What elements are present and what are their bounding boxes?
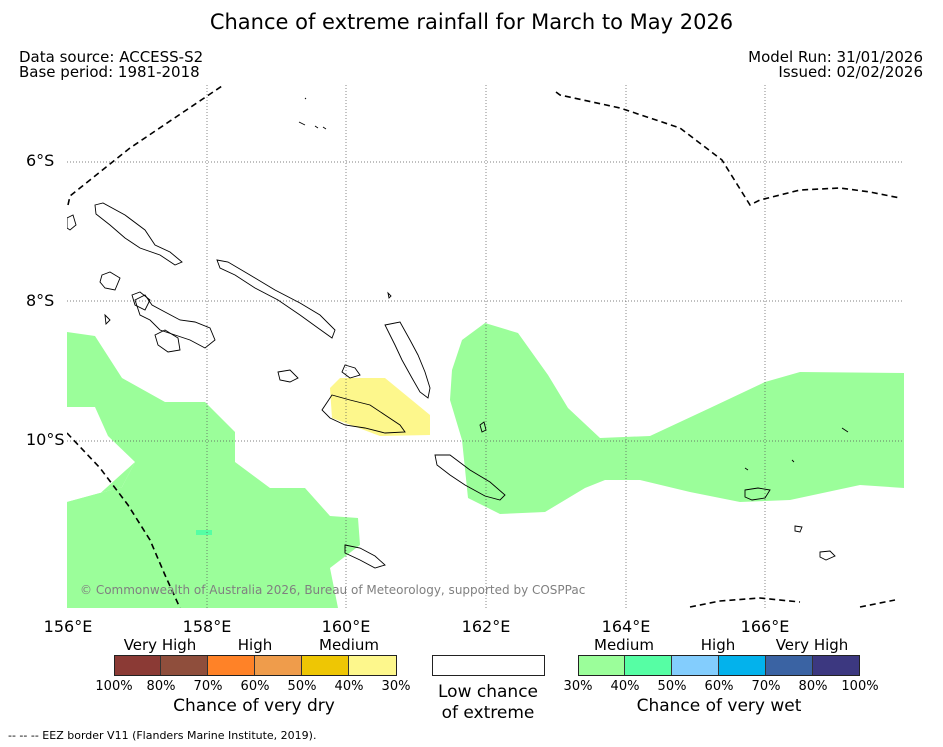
dry-tick: 100% <box>95 679 133 694</box>
islands <box>67 97 849 569</box>
dry-category-high: High <box>237 636 273 654</box>
wet-swatch-0 <box>578 655 625 676</box>
dry-colorbar-frame <box>114 655 397 676</box>
dry-region-medium <box>330 378 430 436</box>
map-title: Chance of extreme rainfall for March to … <box>209 10 734 34</box>
wet-tick: 80% <box>798 679 828 694</box>
dry-swatch-1 <box>161 655 208 676</box>
dry-swatch-5 <box>349 655 396 676</box>
island-tikopia <box>819 550 836 561</box>
dry-tick: 50% <box>287 679 317 694</box>
dry-tick: 70% <box>193 679 223 694</box>
dry-swatch-2 <box>208 655 255 676</box>
copyright-notice: © Commonwealth of Australia 2026, Bureau… <box>80 583 586 597</box>
wet-tick: 50% <box>657 679 687 694</box>
low-chance-caption-line1: Low chance <box>438 682 538 702</box>
lon-label-162e: 162°E <box>461 617 511 636</box>
dry-category-medium: Medium <box>319 636 379 654</box>
small-wet-patch <box>196 530 212 535</box>
island-malaita <box>384 321 431 399</box>
wet-swatch-3 <box>719 655 766 676</box>
dry-swatch-0 <box>114 655 161 676</box>
wet-category-medium: Medium <box>594 636 654 654</box>
eez-borders <box>67 85 901 608</box>
wet-legend-caption: Chance of very wet <box>636 696 802 716</box>
wet-swatch-2 <box>672 655 719 676</box>
island-rennell <box>344 544 386 569</box>
lat-label-10s: 10°S <box>26 430 65 449</box>
lon-label-166e: 166°E <box>740 617 790 636</box>
low-chance-caption-line2: of extreme <box>441 703 535 723</box>
island-small-west <box>99 271 121 325</box>
data-source-label: Data source: ACCESS-S2 <box>19 48 204 66</box>
wet-region-east <box>450 323 904 514</box>
island-ontong <box>298 97 327 130</box>
wet-tick: 70% <box>751 679 781 694</box>
island-new-georgia <box>134 294 216 349</box>
dry-tick: 80% <box>146 679 176 694</box>
dry-swatch-4 <box>302 655 349 676</box>
island-rendova <box>154 329 181 353</box>
island-bougainville <box>94 202 183 266</box>
wet-swatch-1 <box>625 655 672 676</box>
wet-category-very-high: Very High <box>775 636 849 654</box>
island-guadalcanal <box>321 394 406 434</box>
wet-tick: 100% <box>841 679 879 694</box>
wet-swatch-5 <box>813 655 860 676</box>
island-vanikoro <box>794 525 803 533</box>
island-vella <box>131 291 151 311</box>
island-small-east <box>479 421 849 471</box>
wet-tick: 30% <box>563 679 593 694</box>
island-choiseul <box>216 259 336 339</box>
island-makira <box>434 454 506 501</box>
lat-label-6s: 6°S <box>26 151 55 170</box>
base-period-label: Base period: 1981-2018 <box>19 63 200 81</box>
island-florida <box>341 364 361 379</box>
island-russell <box>277 369 299 383</box>
dry-tick: 40% <box>334 679 364 694</box>
dry-legend-caption: Chance of very dry <box>173 696 335 716</box>
dry-category-very-high: Very High <box>123 636 197 654</box>
wet-region-southwest <box>67 332 360 608</box>
wet-colorbar-frame <box>578 655 860 676</box>
lon-label-156e: 156°E <box>43 617 93 636</box>
wet-category-high: High <box>700 636 736 654</box>
wet-region-west-cut-green <box>67 462 135 560</box>
eez-border-footnote: -- -- -- EEZ border V11 (Flanders Marine… <box>8 729 317 742</box>
dry-tick: 60% <box>240 679 270 694</box>
model-run-label: Model Run: 31/01/2026 <box>748 48 923 66</box>
issued-label: Issued: 02/02/2026 <box>778 63 923 81</box>
lat-label-8s: 8°S <box>26 291 55 310</box>
island-far-west <box>67 214 77 231</box>
lon-label-160e: 160°E <box>321 617 371 636</box>
wet-swatch-4 <box>766 655 813 676</box>
island-santa-cruz <box>744 487 771 501</box>
wet-tick: 60% <box>704 679 734 694</box>
island-sikaiana <box>387 291 392 299</box>
dry-tick: 30% <box>381 679 411 694</box>
lon-label-158e: 158°E <box>182 617 232 636</box>
dry-swatch-3 <box>255 655 302 676</box>
lon-label-164e: 164°E <box>601 617 651 636</box>
low-chance-swatch <box>432 655 545 676</box>
wet-tick: 40% <box>610 679 640 694</box>
